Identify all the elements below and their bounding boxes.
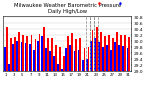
Bar bbox=[96, 27, 98, 71]
Bar bbox=[18, 32, 20, 71]
Bar bbox=[43, 27, 45, 71]
Text: Daily High/Low: Daily High/Low bbox=[48, 9, 87, 14]
Bar bbox=[124, 35, 126, 71]
Bar bbox=[82, 60, 84, 71]
Bar bbox=[84, 48, 85, 71]
Bar bbox=[65, 48, 67, 71]
Bar bbox=[69, 45, 71, 71]
Bar bbox=[16, 41, 18, 71]
Bar bbox=[88, 47, 89, 71]
Bar bbox=[94, 38, 96, 71]
Bar bbox=[122, 46, 124, 71]
Bar bbox=[14, 37, 16, 71]
Bar bbox=[78, 50, 79, 71]
Bar bbox=[12, 44, 14, 71]
Bar bbox=[37, 41, 39, 71]
Bar bbox=[110, 50, 112, 71]
Bar bbox=[8, 64, 10, 71]
Bar bbox=[4, 47, 6, 71]
Bar bbox=[75, 39, 77, 71]
Bar bbox=[35, 39, 36, 71]
Bar bbox=[102, 47, 104, 71]
Bar bbox=[57, 64, 59, 71]
Bar bbox=[114, 42, 116, 71]
Bar bbox=[127, 48, 128, 71]
Bar bbox=[90, 41, 92, 71]
Bar bbox=[79, 38, 81, 71]
Bar bbox=[51, 38, 53, 71]
Bar bbox=[10, 38, 12, 71]
Bar bbox=[63, 56, 65, 71]
Bar bbox=[118, 45, 120, 71]
Bar bbox=[98, 42, 100, 71]
Bar bbox=[104, 36, 106, 71]
Bar bbox=[39, 34, 40, 71]
Bar bbox=[59, 47, 61, 71]
Bar bbox=[86, 59, 88, 71]
Bar bbox=[112, 38, 114, 71]
Bar bbox=[73, 51, 75, 71]
Bar bbox=[25, 43, 26, 71]
Text: •: • bbox=[97, 0, 102, 9]
Bar bbox=[67, 36, 69, 71]
Bar bbox=[100, 32, 102, 71]
Bar bbox=[120, 35, 122, 71]
Bar bbox=[31, 35, 32, 71]
Text: Milwaukee Weather Barometric Pressure: Milwaukee Weather Barometric Pressure bbox=[14, 3, 121, 8]
Bar bbox=[41, 36, 43, 71]
Bar bbox=[26, 36, 28, 71]
Bar bbox=[45, 48, 47, 71]
Bar bbox=[20, 42, 22, 71]
Bar bbox=[116, 32, 118, 71]
Bar bbox=[47, 38, 49, 71]
Bar bbox=[53, 56, 55, 71]
Bar bbox=[61, 69, 63, 71]
Bar bbox=[108, 35, 110, 71]
Bar bbox=[22, 35, 24, 71]
Bar bbox=[106, 45, 108, 71]
Bar bbox=[29, 44, 31, 71]
Bar bbox=[33, 50, 35, 71]
Bar bbox=[55, 45, 57, 71]
Bar bbox=[6, 27, 8, 71]
Bar bbox=[92, 30, 93, 71]
Bar bbox=[71, 33, 73, 71]
Bar bbox=[49, 51, 51, 71]
Text: •: • bbox=[118, 0, 122, 9]
Bar bbox=[128, 37, 130, 71]
